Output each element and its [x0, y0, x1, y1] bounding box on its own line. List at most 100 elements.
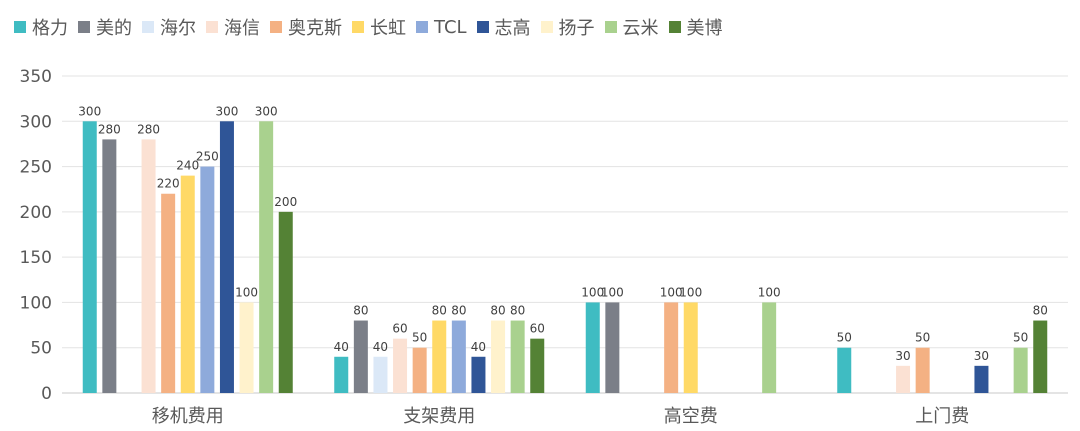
legend-swatch [270, 21, 282, 33]
data-label: 80 [490, 304, 505, 318]
legend: 格力 美的 海尔 海信 奥克斯 长虹 TCL 志高 扬子 云米 美博 [14, 14, 733, 40]
data-label: 300 [255, 104, 278, 118]
bar [974, 365, 989, 393]
legend-label: 长虹 [370, 18, 406, 39]
data-label: 50 [837, 331, 852, 345]
bar [762, 302, 777, 393]
bar [1013, 347, 1028, 393]
legend-label: 奥克斯 [288, 18, 342, 39]
legend-item: TCL [416, 17, 467, 38]
legend-swatch [206, 21, 218, 33]
legend-item: 志高 [476, 14, 531, 40]
bar [200, 166, 215, 393]
legend-item: 格力 [14, 14, 68, 40]
legend-swatch [142, 21, 154, 33]
bar [585, 302, 600, 393]
y-tick-label: 300 [20, 112, 52, 132]
data-label: 280 [137, 122, 160, 136]
data-label: 30 [895, 349, 910, 363]
bar [393, 338, 408, 393]
data-label: 80 [432, 304, 447, 318]
legend-label: TCL [434, 16, 467, 38]
legend-label: 格力 [32, 18, 68, 39]
data-label: 100 [758, 285, 781, 299]
legend-item: 云米 [604, 14, 659, 40]
x-tick-label: 上门费 [915, 406, 969, 427]
bar [664, 302, 679, 393]
legend-item: 扬子 [540, 14, 595, 40]
data-label: 300 [215, 104, 238, 118]
bar [412, 347, 427, 393]
y-tick-label: 0 [41, 384, 52, 404]
data-label: 100 [235, 285, 258, 299]
bar [510, 320, 525, 393]
bar [278, 211, 293, 393]
data-label: 250 [196, 150, 219, 164]
bar [1033, 320, 1048, 393]
x-tick-label: 高空费 [664, 406, 718, 427]
data-label: 50 [915, 331, 930, 345]
legend-swatch [352, 21, 364, 33]
legend-swatch [476, 21, 489, 33]
bar [451, 320, 466, 393]
bar [837, 347, 852, 393]
data-label: 60 [530, 322, 545, 336]
legend-label: 美的 [96, 18, 132, 39]
y-tick-label: 200 [20, 203, 52, 223]
y-tick-label: 100 [20, 293, 52, 313]
bar [432, 320, 447, 393]
bar [373, 356, 388, 393]
bar [353, 320, 368, 393]
bar [239, 302, 254, 393]
x-tick-label: 支架费用 [403, 406, 475, 427]
data-label: 60 [392, 322, 407, 336]
bar [259, 121, 274, 394]
bar [82, 121, 97, 394]
legend-label: 海尔 [160, 18, 196, 39]
legend-swatch [14, 21, 26, 33]
bar [180, 175, 195, 393]
data-label: 100 [660, 285, 683, 299]
data-label: 40 [471, 340, 486, 354]
data-label: 200 [274, 195, 297, 209]
data-label: 50 [412, 331, 427, 345]
data-label: 100 [581, 285, 604, 299]
bar [471, 356, 486, 393]
data-label: 300 [78, 104, 101, 118]
y-tick-label: 150 [20, 248, 52, 268]
data-label: 100 [601, 285, 624, 299]
legend-swatch [416, 21, 428, 33]
data-label: 80 [353, 304, 368, 318]
legend-label: 志高 [494, 18, 531, 39]
legend-label: 云米 [622, 18, 659, 39]
legend-label: 海信 [224, 18, 260, 39]
bar [102, 139, 117, 393]
bar [896, 365, 911, 393]
legend-swatch [604, 21, 617, 33]
data-label: 50 [1013, 331, 1028, 345]
bar [530, 338, 545, 393]
bar [334, 356, 349, 393]
y-tick-label: 350 [20, 67, 52, 87]
y-tick-label: 250 [20, 158, 52, 178]
y-tick-label: 50 [30, 339, 52, 359]
bar [683, 302, 698, 393]
bar [161, 193, 176, 393]
data-label: 240 [176, 159, 199, 173]
legend-swatch [78, 21, 90, 33]
bar [141, 139, 156, 393]
legend-item: 海尔 [142, 14, 196, 40]
legend-label: 扬子 [558, 18, 595, 39]
data-label: 80 [451, 304, 466, 318]
data-label: 30 [974, 349, 989, 363]
data-label: 220 [157, 177, 180, 191]
legend-item: 美博 [668, 14, 723, 40]
legend-item: 海信 [206, 14, 260, 40]
data-label: 40 [373, 340, 388, 354]
legend-item: 奥克斯 [270, 14, 342, 40]
x-tick-label: 移机费用 [152, 406, 224, 427]
bar [491, 320, 506, 393]
bar [219, 121, 234, 394]
bar [915, 347, 930, 393]
